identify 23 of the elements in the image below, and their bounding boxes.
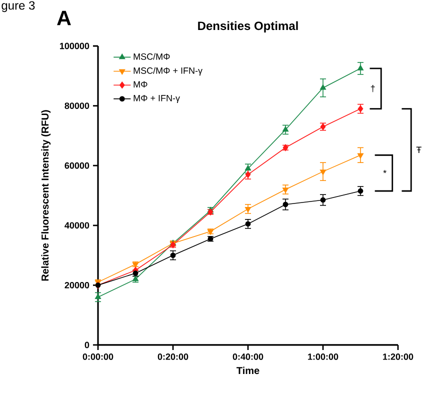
text: Ŧ xyxy=(416,146,422,153)
legend-label: MSC/MΦ + IFN-γ xyxy=(134,67,202,76)
y-tick-label: 60000 xyxy=(64,162,90,169)
y-tick-label: 20000 xyxy=(64,282,90,288)
y-tick-label: 100000 xyxy=(60,42,90,50)
annotation: † xyxy=(370,85,375,92)
x-tick-label: 0:20:00 xyxy=(158,354,188,360)
text: gure 3 xyxy=(2,1,35,12)
x-tick-label: 1:20:00 xyxy=(383,354,414,360)
x-tick-label: 0:40:00 xyxy=(232,354,264,360)
legend-label: MΦ xyxy=(134,81,148,88)
y-tick-label: 80000 xyxy=(64,102,90,109)
y-tick-label: 40000 xyxy=(64,222,90,229)
text: A xyxy=(57,10,71,26)
legend-label: MΦ + IFN-γ xyxy=(134,94,180,104)
legend-label: MSC/MΦ xyxy=(134,53,170,60)
x-tick-label: 0:00:00 xyxy=(82,354,114,360)
chart-title: Densities Optimal xyxy=(198,21,298,32)
y-tick-label: 0 xyxy=(84,342,90,348)
annotation: * xyxy=(383,170,386,174)
y-axis-title: Relative Fluorescent Intensity (RFU) xyxy=(41,110,51,281)
x-axis-title: Time xyxy=(236,366,260,374)
x-tick-label: 1:00:00 xyxy=(308,354,338,360)
